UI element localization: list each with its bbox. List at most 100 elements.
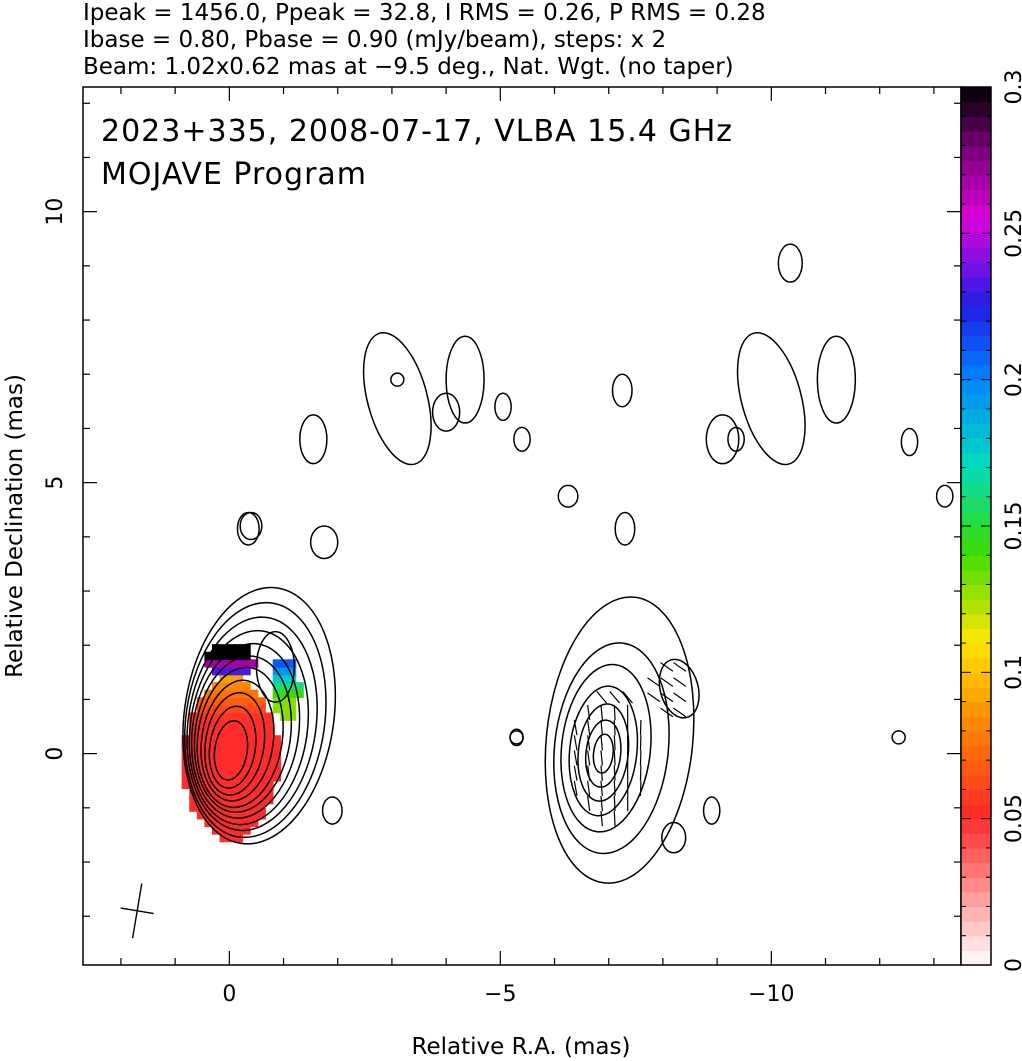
polarization-pixel bbox=[227, 757, 236, 767]
jet-contour bbox=[900, 427, 919, 457]
polarization-pixel bbox=[196, 780, 206, 790]
polarization-pixel bbox=[227, 750, 236, 759]
colorbar-segment bbox=[961, 877, 991, 893]
polarization-pixel bbox=[227, 826, 236, 835]
polarization-pixel bbox=[242, 712, 251, 721]
intensity-contours bbox=[182, 243, 954, 884]
evpa-vector bbox=[600, 704, 603, 721]
evpa-vector bbox=[673, 662, 687, 672]
intensity-contour bbox=[182, 586, 337, 845]
polarization-pixel bbox=[227, 833, 236, 843]
polarization-pixel bbox=[211, 818, 221, 828]
evpa-vector bbox=[613, 720, 616, 736]
polarization-contour bbox=[560, 663, 652, 833]
polarization-contour bbox=[592, 733, 614, 774]
polarization-pixel bbox=[257, 720, 266, 729]
evpa-vector bbox=[660, 707, 674, 718]
polarization-pixel bbox=[257, 780, 266, 790]
colorbar-segment bbox=[961, 204, 991, 220]
y-axis-label: Relative Declination (mas) bbox=[2, 374, 28, 678]
polarization-pixel bbox=[272, 773, 282, 782]
evpa-vector bbox=[639, 780, 642, 796]
y-axis-ticks: 0 5 10 bbox=[43, 102, 961, 917]
evpa-vector bbox=[600, 720, 603, 736]
polarization-pixel bbox=[287, 689, 297, 699]
polarization-pixel bbox=[272, 674, 282, 683]
colorbar-segment bbox=[961, 628, 991, 644]
polarization-pixel bbox=[234, 659, 244, 668]
colorbar-segment bbox=[961, 277, 991, 293]
evpa-vector bbox=[613, 704, 616, 721]
polarization-pixel bbox=[211, 644, 221, 653]
polarization-pixel bbox=[227, 697, 236, 706]
polarization-pixel bbox=[257, 704, 266, 714]
polarization-contour bbox=[553, 642, 670, 855]
colorbar-segment bbox=[961, 760, 991, 776]
evpa-vector bbox=[600, 750, 603, 766]
polarization-pixel bbox=[211, 659, 221, 668]
polarization-pixel bbox=[280, 689, 289, 699]
polarization-pixel bbox=[242, 757, 251, 767]
polarization-pixel bbox=[219, 833, 228, 843]
polarization-pixel bbox=[219, 666, 228, 676]
colorbar-segment bbox=[961, 599, 991, 615]
polarization-pixel bbox=[280, 666, 289, 676]
colorbar-segment bbox=[961, 306, 991, 322]
polarization-pixel bbox=[257, 795, 266, 805]
x-axis-label: Relative R.A. (mas) bbox=[412, 1034, 631, 1060]
jet-contour bbox=[513, 426, 531, 452]
polarization-pixel bbox=[234, 750, 244, 759]
evpa-vector bbox=[660, 677, 674, 687]
colorbar bbox=[961, 87, 991, 966]
evpa-vector bbox=[587, 795, 591, 812]
evpa-vector bbox=[573, 735, 578, 751]
polarization-pixel bbox=[287, 704, 297, 714]
intensity-contour bbox=[213, 720, 249, 781]
jet-contour bbox=[935, 484, 954, 508]
y-tick-label: 0 bbox=[43, 747, 68, 761]
polarization-pixel bbox=[227, 742, 236, 752]
polarization-pixel bbox=[249, 742, 259, 752]
evpa-vector bbox=[587, 765, 591, 781]
polarization-pixel bbox=[257, 727, 266, 737]
polarization-pixel bbox=[234, 682, 244, 691]
polarization-pixel bbox=[227, 682, 236, 691]
polarization-pixel bbox=[257, 773, 266, 782]
polarization-pixel bbox=[219, 644, 228, 653]
colorbar-segment bbox=[961, 818, 991, 834]
polarization-pixel bbox=[204, 795, 213, 805]
polarization-contour bbox=[584, 719, 622, 788]
polarization-pixel bbox=[227, 811, 236, 820]
polarization-pixel bbox=[211, 742, 221, 752]
polarization-pixel bbox=[272, 735, 282, 744]
colorbar-segment bbox=[961, 569, 991, 586]
polarization-pixel bbox=[219, 735, 228, 744]
source-annotation: 2023+335, 2008-07-17, VLBA 15.4 GHz bbox=[101, 114, 733, 149]
colorbar-ticks: 0 0.05 0.1 0.15 0.2 0.25 0.3 bbox=[961, 70, 1022, 972]
colorbar-segment bbox=[961, 423, 991, 439]
polarization-pixel bbox=[181, 742, 191, 752]
polarization-pixel bbox=[219, 750, 228, 759]
jet-contour bbox=[777, 243, 803, 283]
jet-contour bbox=[891, 730, 906, 745]
polarization-pixel bbox=[265, 780, 274, 790]
colorbar-segment bbox=[961, 189, 991, 205]
polarization-pixel bbox=[219, 659, 228, 668]
polarization-pixel bbox=[295, 682, 304, 691]
polarization-pixel bbox=[219, 697, 228, 706]
colorbar-segment bbox=[961, 394, 991, 410]
intensity-contour bbox=[193, 655, 293, 813]
colorbar-segment bbox=[961, 950, 991, 966]
y-tick-label: 10 bbox=[43, 198, 68, 226]
polarization-pixel bbox=[257, 735, 266, 744]
polarization-pixel bbox=[234, 651, 244, 661]
evpa-vector bbox=[600, 811, 603, 827]
polarization-pixel bbox=[211, 780, 221, 790]
polarization-pixel bbox=[242, 644, 251, 653]
polarization-pixel bbox=[249, 811, 259, 820]
polarization-contour bbox=[661, 821, 687, 854]
polarization-pixel bbox=[249, 757, 259, 767]
polarization-pixel bbox=[234, 818, 244, 828]
colorbar-segment bbox=[961, 233, 991, 249]
